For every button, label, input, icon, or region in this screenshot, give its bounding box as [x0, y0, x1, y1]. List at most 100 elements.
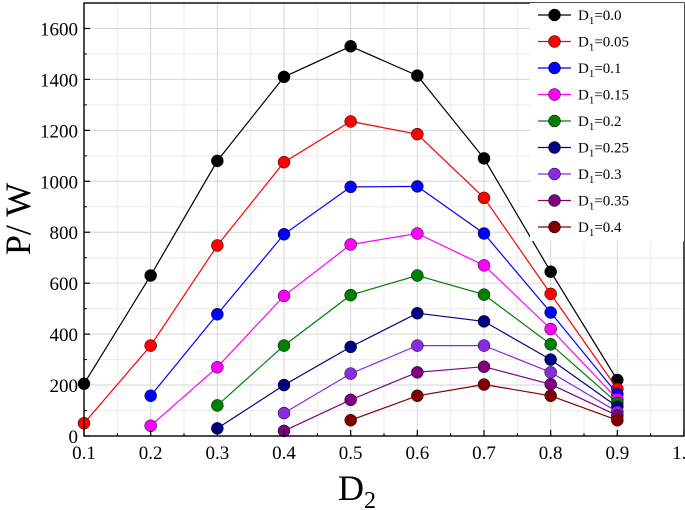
data-point: [477, 360, 491, 373]
legend-item: D1=0.35: [538, 194, 629, 213]
x-tick-label: 0.7: [472, 443, 496, 464]
legend-marker: [548, 114, 561, 128]
axis-ticks: 0.1 0.2 0.3 0.4 0.5 0.6 0.7 0.8 0.9 1.0 0 200 400 600…: [40, 19, 685, 464]
y-tick-label: 1400: [40, 70, 78, 91]
data-point: [277, 378, 291, 392]
legend-item: D1=0.25: [538, 141, 629, 160]
data-point: [344, 340, 357, 354]
legend-label: D1=0.2: [578, 114, 622, 133]
data-point: [344, 115, 357, 128]
legend-item: D1=0.0: [538, 8, 622, 27]
series-line: [150, 232, 618, 427]
series-line: [283, 366, 618, 432]
legend-label: D1=0.0: [578, 8, 622, 27]
y-tick-label: 600: [50, 274, 79, 295]
data-point: [477, 259, 491, 272]
data-point: [211, 360, 224, 374]
data-point: [277, 339, 291, 352]
legend-item: D1=0.1: [538, 61, 622, 80]
legend: D1=0.0 D1=0.05 D1=0.1 D1=0.15 D1=0.2 D1=0.25 D…: [530, 3, 684, 241]
x-tick-label: 0.1: [72, 443, 96, 464]
series-d1-0-05: [77, 115, 624, 430]
series-d1-0-0: [77, 40, 624, 391]
data-point: [344, 238, 357, 251]
data-point: [277, 228, 291, 241]
data-point: [544, 322, 557, 336]
data-point: [411, 366, 424, 379]
x-tick-label: 0.9: [605, 443, 629, 464]
series-d1-0-15: [144, 227, 624, 433]
data-point: [477, 152, 491, 165]
legend-item: D1=0.05: [538, 35, 629, 54]
data-point: [411, 227, 424, 240]
legend-label: D1=0.05: [578, 35, 629, 54]
legend-marker: [548, 141, 561, 154]
y-tick-label: 400: [50, 325, 79, 346]
data-point: [477, 288, 491, 301]
x-tick-label: 0.6: [405, 443, 429, 464]
series-line: [283, 345, 618, 414]
data-point: [544, 378, 557, 391]
series-d1-0-25: [211, 306, 624, 435]
legend-marker: [548, 194, 561, 207]
legend-item: D1=0.3: [538, 167, 622, 186]
data-point: [277, 155, 291, 169]
y-tick-label: 1000: [40, 172, 78, 193]
series-d1-0-4: [344, 378, 624, 427]
data-point: [344, 413, 357, 427]
x-axis-title: D2: [338, 468, 376, 510]
y-tick-label: 200: [50, 376, 79, 397]
data-point: [411, 306, 424, 320]
legend-marker: [548, 167, 561, 181]
data-point: [477, 378, 491, 391]
data-point: [344, 40, 357, 53]
series-d1-0-2: [211, 269, 624, 412]
data-point: [544, 287, 557, 301]
legend-marker: [548, 8, 561, 22]
data-point: [477, 315, 491, 328]
series-layer: [77, 40, 624, 438]
data-point: [544, 265, 557, 278]
x-tick-label: 0.2: [139, 443, 163, 464]
legend-label: D1=0.25: [578, 141, 629, 160]
data-point: [544, 306, 557, 319]
data-point: [277, 406, 291, 420]
data-point: [211, 154, 224, 168]
data-point: [544, 389, 557, 403]
series-d1-0-3: [277, 339, 624, 420]
data-point: [611, 413, 624, 427]
data-point: [277, 289, 291, 303]
data-point: [344, 180, 357, 194]
x-axis-title-main: D: [338, 468, 364, 508]
data-point: [544, 338, 557, 351]
data-point: [144, 339, 157, 352]
data-point: [344, 367, 357, 380]
x-tick-label: 0.5: [339, 443, 363, 464]
legend-label: D1=0.4: [578, 220, 622, 239]
legend-marker: [548, 61, 561, 75]
legend-label: D1=0.1: [578, 61, 622, 80]
y-axis-title: P/ W: [0, 183, 38, 255]
x-tick-label: 0.4: [272, 443, 296, 464]
legend-marker: [548, 88, 561, 101]
x-tick-label: 1.0: [672, 443, 685, 464]
y-tick-label: 1600: [40, 19, 78, 40]
legend-item: D1=0.15: [538, 88, 629, 107]
y-tick-label: 0: [69, 427, 79, 448]
legend-marker: [548, 35, 561, 48]
series-d1-0-35: [277, 360, 624, 438]
data-point: [477, 339, 491, 352]
data-point: [411, 69, 424, 82]
data-point: [411, 389, 424, 403]
data-point: [544, 366, 557, 379]
data-point: [344, 393, 357, 407]
x-tick-label: 0.8: [539, 443, 563, 464]
series-d1-0-1: [144, 180, 624, 403]
data-point: [144, 269, 157, 282]
series-line: [150, 185, 618, 397]
legend-item: D1=0.4: [538, 220, 622, 239]
data-point: [211, 308, 224, 321]
legend-item: D1=0.2: [538, 114, 622, 133]
data-point: [144, 389, 157, 403]
